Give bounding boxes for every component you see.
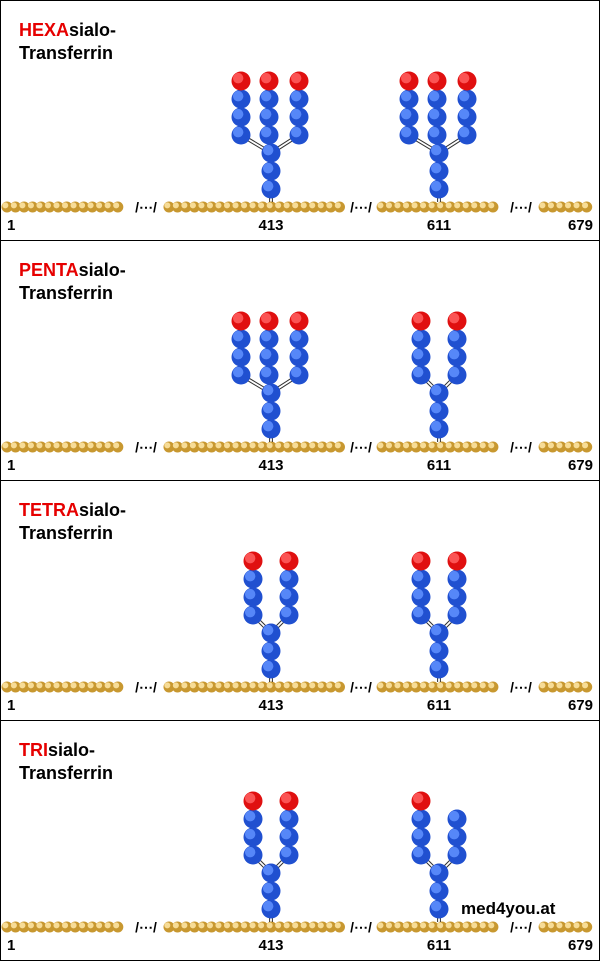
- axis-label: 1: [7, 457, 15, 474]
- axis-label: 1: [7, 697, 15, 714]
- transferrin-panel: TETRAsialo-Transferrin/⋯//⋯//⋯/141361167…: [0, 480, 600, 721]
- transferrin-panel: HEXAsialo-Transferrin/⋯//⋯//⋯/1413611679: [0, 0, 600, 241]
- svg-text:/⋯/: /⋯/: [135, 919, 157, 935]
- svg-text:/⋯/: /⋯/: [350, 919, 372, 935]
- glycan-diagram: /⋯/ /⋯/ /⋯/: [1, 1, 600, 242]
- axis-label: 1: [7, 937, 15, 954]
- transferrin-panel: PENTAsialo-Transferrin/⋯//⋯//⋯/141361167…: [0, 240, 600, 481]
- axis-label: 1: [7, 217, 15, 234]
- glycan-diagram: /⋯/ /⋯/ /⋯/: [1, 241, 600, 482]
- svg-text:/⋯/: /⋯/: [350, 679, 372, 695]
- transferrin-panel: TRIsialo-Transferrin/⋯//⋯//⋯/med4you.at1…: [0, 720, 600, 961]
- svg-text:/⋯/: /⋯/: [350, 439, 372, 455]
- axis-label: 413: [258, 217, 283, 234]
- svg-text:/⋯/: /⋯/: [350, 199, 372, 215]
- axis-label: 679: [568, 457, 593, 474]
- axis-label: 413: [258, 697, 283, 714]
- axis-labels: 1 413 611 679: [1, 937, 599, 955]
- axis-label: 611: [427, 937, 451, 954]
- axis-labels: 1 413 611 679: [1, 457, 599, 475]
- axis-label: 679: [568, 937, 593, 954]
- axis-label: 413: [258, 937, 283, 954]
- glycan-diagram: /⋯/ /⋯/ /⋯/: [1, 721, 600, 962]
- glycan-diagram: /⋯/ /⋯/ /⋯/: [1, 481, 600, 722]
- axis-labels: 1 413 611 679: [1, 217, 599, 235]
- svg-text:/⋯/: /⋯/: [135, 679, 157, 695]
- svg-text:/⋯/: /⋯/: [510, 679, 532, 695]
- svg-text:/⋯/: /⋯/: [510, 919, 532, 935]
- axis-label: 611: [427, 217, 451, 234]
- svg-text:/⋯/: /⋯/: [510, 199, 532, 215]
- svg-text:/⋯/: /⋯/: [510, 439, 532, 455]
- watermark: med4you.at: [461, 899, 555, 919]
- axis-label: 679: [568, 697, 593, 714]
- svg-text:/⋯/: /⋯/: [135, 439, 157, 455]
- axis-label: 679: [568, 217, 593, 234]
- axis-labels: 1 413 611 679: [1, 697, 599, 715]
- svg-text:/⋯/: /⋯/: [135, 199, 157, 215]
- axis-label: 611: [427, 697, 451, 714]
- axis-label: 413: [258, 457, 283, 474]
- axis-label: 611: [427, 457, 451, 474]
